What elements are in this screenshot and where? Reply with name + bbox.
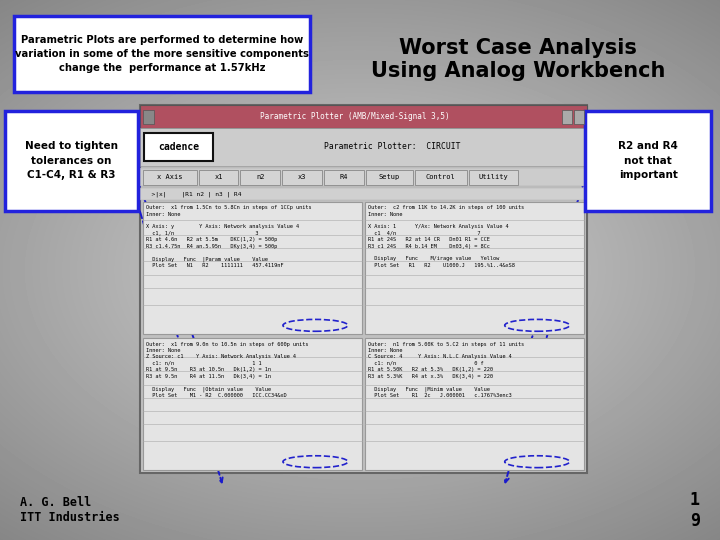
FancyBboxPatch shape (14, 16, 310, 92)
Bar (140, 188, 587, 200)
Text: Outer:  x1 from 1.5Cn to 5.8Cn in steps of 1CCp units
Inner: None

X Axis: y    : Outer: x1 from 1.5Cn to 5.8Cn in steps o… (146, 205, 312, 268)
Text: 1
9: 1 9 (690, 491, 700, 530)
Bar (324, 170, 364, 185)
Bar (574, 110, 584, 124)
Text: R2 and R4
not that
important: R2 and R4 not that important (618, 141, 678, 180)
Text: x3: x3 (298, 174, 306, 180)
Bar (366, 170, 413, 185)
Text: n2: n2 (256, 174, 264, 180)
FancyBboxPatch shape (140, 105, 587, 472)
Text: Parametric Plotter:  CIRCUIT: Parametric Plotter: CIRCUIT (324, 143, 461, 151)
Bar (240, 170, 280, 185)
Text: Parametric Plots are performed to determine how
variation in some of the more se: Parametric Plots are performed to determ… (15, 35, 309, 73)
Text: Outer:  x1 from 9.0n to 10.5n in steps of 600p units
Inner: None
Z Source: c1   : Outer: x1 from 9.0n to 10.5n in steps of… (146, 342, 309, 399)
Text: cadence: cadence (158, 142, 199, 152)
Bar (143, 110, 154, 124)
Text: Control: Control (426, 174, 456, 180)
Text: Worst Case Analysis
Using Analog Workbench: Worst Case Analysis Using Analog Workben… (372, 38, 665, 81)
FancyBboxPatch shape (143, 202, 362, 334)
Text: R4: R4 (340, 174, 348, 180)
Bar (562, 110, 572, 124)
Text: Utility: Utility (478, 174, 508, 180)
Bar (282, 170, 322, 185)
Bar (143, 170, 197, 185)
FancyBboxPatch shape (144, 133, 213, 161)
FancyBboxPatch shape (585, 111, 711, 211)
Text: Parametric Plotter (AMB/Mixed-Signal 3,5): Parametric Plotter (AMB/Mixed-Signal 3,5… (260, 112, 449, 121)
Bar (469, 170, 518, 185)
Bar (140, 128, 587, 166)
Bar (140, 168, 587, 186)
Text: Setup: Setup (379, 174, 400, 180)
Text: x Axis: x Axis (157, 174, 182, 180)
Bar (415, 170, 467, 185)
Text: >|x|    |R1 n2 | n3 | R4: >|x| |R1 n2 | n3 | R4 (144, 191, 241, 197)
Text: Outer:  c2 from 11K to 14.2K in steps of 100 units
Inner: None

X Axis: 1      Y: Outer: c2 from 11K to 14.2K in steps of … (368, 205, 524, 268)
Bar (140, 105, 587, 128)
FancyBboxPatch shape (365, 202, 584, 334)
FancyBboxPatch shape (5, 111, 138, 211)
Text: x1: x1 (215, 174, 222, 180)
Text: A. G. Bell
ITT Industries: A. G. Bell ITT Industries (20, 496, 120, 524)
FancyBboxPatch shape (143, 338, 362, 470)
Bar (199, 170, 238, 185)
Text: Outer:  n1 from 5.00K to 5.C2 in steps of 11 units
Inner: None
C Source: 4     Y: Outer: n1 from 5.00K to 5.C2 in steps of… (368, 342, 524, 399)
Text: Need to tighten
tolerances on
C1-C4, R1 & R3: Need to tighten tolerances on C1-C4, R1 … (25, 141, 118, 180)
FancyBboxPatch shape (365, 338, 584, 470)
